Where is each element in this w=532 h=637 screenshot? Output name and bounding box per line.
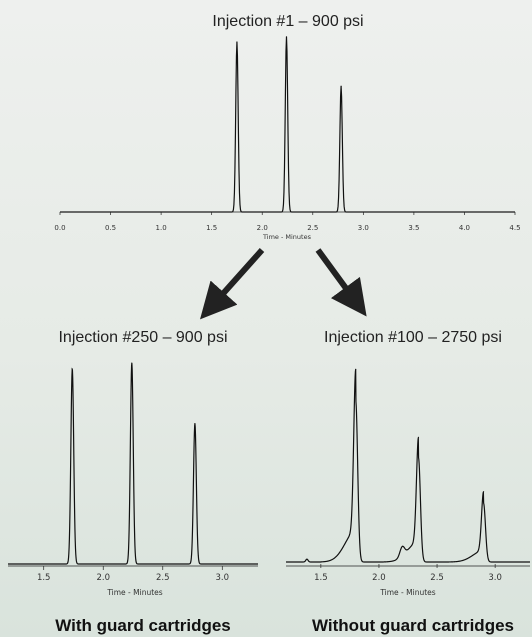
x-tick-label: 3.0 <box>216 573 230 583</box>
arrow-left <box>200 248 265 320</box>
peak-point <box>71 368 73 370</box>
x-axis-label: Time - Minutes <box>379 588 435 597</box>
x-tick-label: 3.0 <box>488 573 502 583</box>
x-tick-label: 1.0 <box>156 224 167 232</box>
x-tick-label: 1.5 <box>206 224 217 232</box>
chart-injection-100: Injection #100 – 2750 psi 1.5 2.0 2.5 3.0 T… <box>286 329 530 635</box>
peak-point <box>355 368 357 371</box>
x-tick-label: 1.5 <box>314 573 328 583</box>
chart-caption: With guard cartridges <box>55 616 231 635</box>
x-tick-label: 2.5 <box>307 224 318 232</box>
x-tick-label: 2.0 <box>257 224 268 232</box>
chromatogram-trace <box>286 369 530 563</box>
chromatogram-trace <box>8 363 258 565</box>
chart-injection-1: Injection #1 – 900 psi 0.0 0.5 1.0 1.5 2.0 2.… <box>54 13 520 241</box>
chart-title: Injection #1 – 900 psi <box>212 13 363 30</box>
x-tick-label: 4.5 <box>509 224 520 232</box>
x-tick-label: 0.5 <box>105 224 116 232</box>
x-tick-label: 2.0 <box>96 573 110 583</box>
x-tick-label: 2.5 <box>430 573 444 583</box>
peak-point <box>340 85 342 87</box>
peak-point <box>482 491 485 493</box>
chart-title: Injection #250 – 900 psi <box>58 329 227 346</box>
chart-injection-250: Injection #250 – 900 psi 1.5 2.0 2.5 3.0 Ti… <box>8 329 258 635</box>
x-tick-label: 3.0 <box>358 224 369 232</box>
chromatogram-trace <box>60 36 515 213</box>
x-tick-label: 3.5 <box>408 224 419 232</box>
arrow-right <box>315 248 367 317</box>
chart-caption: Without guard cartridges <box>312 616 514 635</box>
peak-point <box>285 36 288 38</box>
peak-point <box>131 362 133 364</box>
x-tick-label: 2.0 <box>372 573 386 583</box>
x-tick-label: 1.5 <box>37 573 51 583</box>
peak-point <box>194 423 196 425</box>
chart-title: Injection #100 – 2750 psi <box>324 329 502 346</box>
peak-point <box>417 436 420 438</box>
x-tick-label: 0.0 <box>54 224 65 232</box>
x-tick-label: 4.0 <box>459 224 470 232</box>
peak-point <box>236 41 238 43</box>
x-tick-label: 2.5 <box>156 573 170 583</box>
x-axis-label: Time - Minutes <box>106 588 162 597</box>
x-axis-label: Time - Minutes <box>262 233 312 241</box>
